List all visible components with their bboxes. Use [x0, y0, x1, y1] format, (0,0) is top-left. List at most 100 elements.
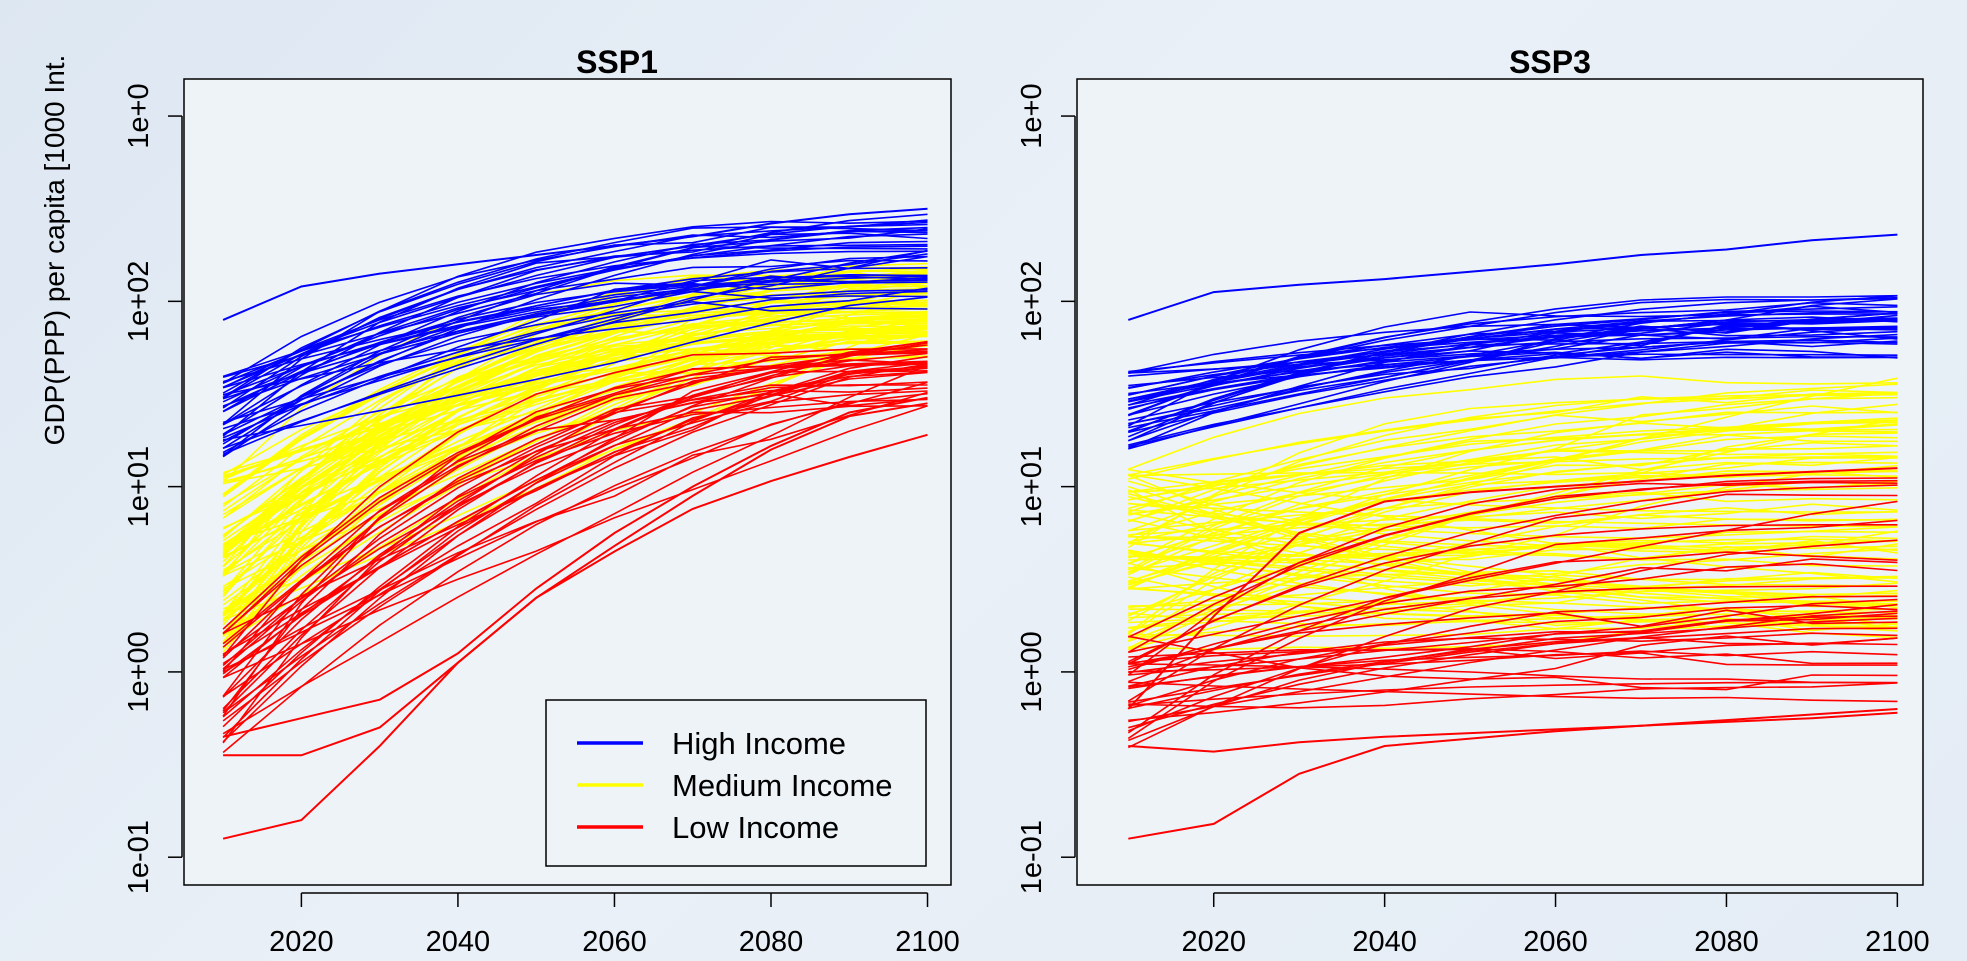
series-line-low-income — [1128, 604, 1898, 707]
legend-label-medium: Medium Income — [672, 768, 893, 803]
series-line-low-income — [1128, 612, 1898, 674]
series-line-low-income — [222, 381, 928, 698]
y-tick-label: 1e+00 — [123, 631, 155, 712]
series-line-high-income — [222, 245, 928, 388]
series-line-medium-income — [1128, 480, 1898, 536]
series-line-medium-income — [1128, 495, 1898, 561]
series-line-medium-income — [222, 291, 928, 635]
series-line-low-income — [1128, 603, 1898, 703]
series-line-medium-income — [222, 287, 928, 550]
series-line-low-income-outlier — [223, 402, 928, 757]
series-line-low-income — [222, 390, 928, 675]
series-line-medium-income — [1127, 428, 1898, 571]
series-line-low-income — [1128, 650, 1898, 690]
series-line-high-income — [1128, 333, 1898, 448]
series-line-high-income — [222, 281, 928, 413]
series-line-low-income — [222, 344, 928, 710]
series-line-high-income — [222, 279, 928, 457]
chart-title: SSP1 — [576, 44, 658, 80]
series-line-high-income — [1128, 297, 1898, 432]
series-line-high-income — [222, 259, 928, 412]
series-line-high-income — [222, 296, 928, 441]
series-line-high-income — [1128, 326, 1898, 434]
series-line-medium-income — [1128, 535, 1898, 567]
series-line-high-income — [1128, 340, 1898, 400]
series-line-medium-income — [1128, 549, 1898, 605]
series-line-low-income — [222, 348, 928, 657]
series-line-high-income — [1128, 326, 1898, 374]
series-line-medium-income — [1128, 403, 1898, 493]
series-line-medium-income — [1128, 617, 1898, 638]
series-line-medium-income — [1128, 555, 1898, 609]
series-line-low-income — [1127, 551, 1898, 734]
y-tick-label: 1e+02 — [1016, 261, 1048, 342]
x-tick-label: 2040 — [426, 926, 491, 958]
series-line-medium-income — [1128, 417, 1898, 501]
legend-label-low: Low Income — [672, 810, 839, 845]
series-line-low-income-outlier — [1128, 711, 1898, 753]
series-line-medium-income — [1127, 389, 1898, 549]
series-line-medium-income — [1128, 375, 1898, 470]
x-tick-label: 2080 — [1694, 926, 1759, 958]
series-line-low-income-outlier — [222, 396, 928, 738]
series-line-low-income — [222, 350, 928, 659]
series-line-low-income — [1128, 681, 1898, 703]
series-line-low-income — [222, 363, 928, 714]
axis-layer: 2020 2040 2060 2080 2100 1e-01 1e+00 1e+01 1e+02… — [1016, 83, 1930, 958]
y-tick-label: 1e+00 — [1016, 631, 1048, 712]
series-line-low-income — [1127, 479, 1898, 653]
series-line-low-income — [222, 341, 928, 743]
series-line-medium-income — [1128, 503, 1898, 586]
series-line-low-income — [1127, 493, 1898, 702]
series-line-low-income — [222, 359, 928, 717]
series-line-high-income — [222, 230, 928, 435]
series-line-low-income — [1127, 477, 1898, 638]
series-layer — [222, 207, 928, 840]
series-line-medium-income — [222, 290, 928, 637]
legend-label-high: High Income — [672, 726, 846, 761]
series-line-high-income — [1128, 316, 1898, 425]
y-tick-label: 1e+0 — [123, 83, 155, 148]
chart-title: SSP3 — [1509, 44, 1591, 80]
series-line-high-income — [1128, 353, 1898, 409]
series-line-medium-income — [1128, 551, 1898, 604]
panel-ssp3: 2020 2040 2060 2080 2100 1e-01 1e+00 1e+01 1e+02… — [1016, 44, 1930, 958]
series-line-low-income — [1128, 585, 1898, 683]
series-line-medium-income — [222, 311, 928, 519]
series-line-high-income — [222, 287, 928, 396]
series-line-medium-income — [1128, 377, 1898, 582]
series-line-high-income — [222, 289, 928, 439]
legend-box — [545, 699, 927, 867]
series-line-low-income — [1128, 681, 1898, 707]
series-line-medium-income — [1128, 480, 1898, 550]
series-line-high-income — [222, 275, 928, 458]
y-tick-label: 1e-01 — [1016, 820, 1048, 894]
series-line-medium-income — [222, 332, 928, 550]
series-line-medium-income — [1128, 422, 1898, 523]
series-line-high-income — [222, 221, 928, 384]
x-tick-label: 2040 — [1352, 926, 1417, 958]
series-line-high-income — [1128, 306, 1898, 401]
x-tick-label: 2100 — [895, 926, 960, 958]
series-line-low-income — [222, 361, 928, 714]
series-line-high-income — [1127, 311, 1898, 427]
x-tick-label: 2020 — [269, 926, 334, 958]
series-line-high-income — [1128, 318, 1898, 396]
series-line-high-income — [1128, 296, 1898, 406]
series-line-medium-income — [1128, 441, 1898, 538]
series-line-high-income-outlier — [222, 207, 928, 321]
series-line-medium-income — [1128, 535, 1898, 561]
series-line-medium-income — [1128, 473, 1898, 583]
x-tick-label: 2060 — [582, 926, 647, 958]
series-line-medium-income — [1128, 509, 1898, 530]
series-line-high-income — [222, 220, 928, 425]
y-axis-label: GDP(PPP) per capita [1000 Int. — [39, 55, 70, 446]
series-line-low-income — [1128, 635, 1898, 722]
series-line-high-income-outlier — [1127, 233, 1898, 321]
series-line-medium-income — [222, 313, 928, 529]
y-tick-label: 1e+02 — [123, 261, 155, 342]
series-line-medium-income — [222, 328, 928, 483]
series-line-high-income — [1128, 348, 1898, 416]
series-line-low-income — [222, 355, 928, 722]
